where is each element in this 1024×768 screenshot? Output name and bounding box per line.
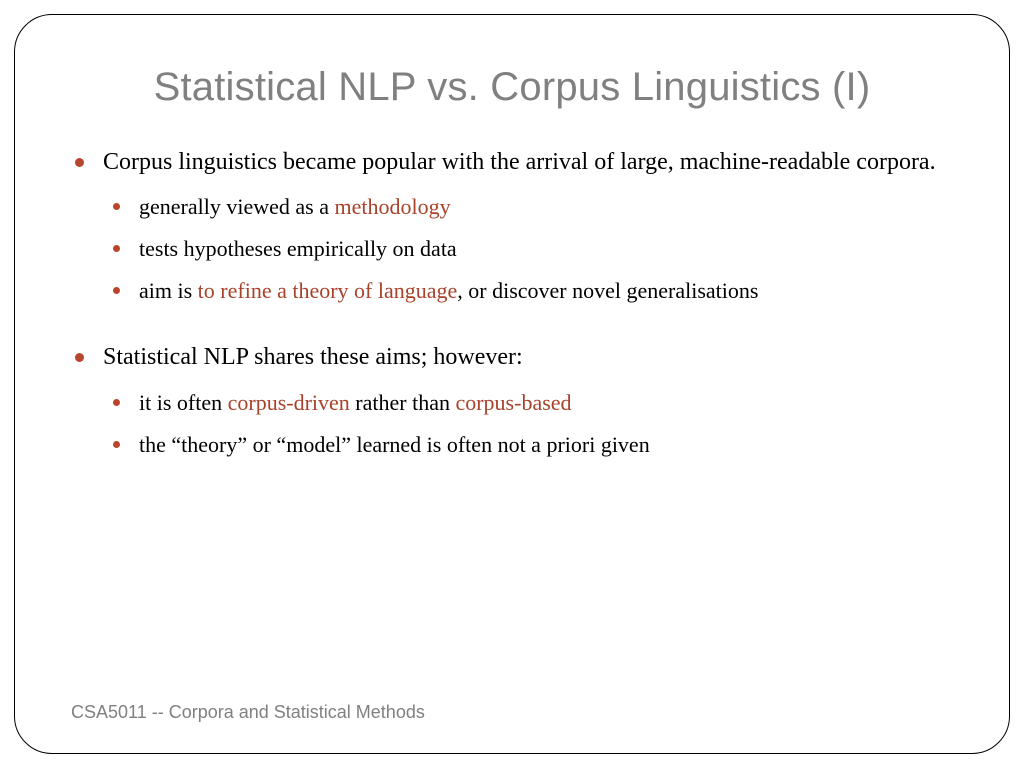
b1s3-hl: to refine a theory of language <box>198 278 458 303</box>
bullet-list-2: Statistical NLP shares these aims; howev… <box>71 341 953 459</box>
bullet-2-text: Statistical NLP shares these aims; howev… <box>103 344 523 370</box>
bullet-1-sub-1: generally viewed as a methodology <box>135 192 953 222</box>
b2s1-hl2: corpus-based <box>455 390 571 415</box>
bullet-2-sub-2: the “theory” or “model” learned is often… <box>135 430 953 460</box>
b1s1-hl: methodology <box>334 194 450 219</box>
spacer <box>71 317 953 341</box>
slide-footer: CSA5011 -- Corpora and Statistical Metho… <box>71 702 425 723</box>
slide-frame: Statistical NLP vs. Corpus Linguistics (… <box>14 14 1010 754</box>
slide-title: Statistical NLP vs. Corpus Linguistics (… <box>71 65 953 110</box>
bullet-list: Corpus linguistics became popular with t… <box>71 146 953 305</box>
bullet-1-text: Corpus linguistics became popular with t… <box>103 149 936 175</box>
bullet-1-sub-3: aim is to refine a theory of language, o… <box>135 276 953 306</box>
b1s3-post: , or discover novel generalisations <box>457 278 758 303</box>
b1s1-pre: generally viewed as a <box>139 194 334 219</box>
b1s3-pre: aim is <box>139 278 198 303</box>
bullet-1-sub-2: tests hypotheses empirically on data <box>135 234 953 264</box>
bullet-2-sublist: it is often corpus-driven rather than co… <box>103 388 953 459</box>
b2s1-mid: rather than <box>350 390 456 415</box>
b2s1-pre: it is often <box>139 390 228 415</box>
bullet-1-sublist: generally viewed as a methodology tests … <box>103 192 953 305</box>
b2s2-text: the “theory” or “model” learned is often… <box>139 432 650 457</box>
bullet-2: Statistical NLP shares these aims; howev… <box>99 341 953 459</box>
b1s2-text: tests hypotheses empirically on data <box>139 236 457 261</box>
bullet-1: Corpus linguistics became popular with t… <box>99 146 953 305</box>
b2s1-hl1: corpus-driven <box>228 390 350 415</box>
bullet-2-sub-1: it is often corpus-driven rather than co… <box>135 388 953 418</box>
